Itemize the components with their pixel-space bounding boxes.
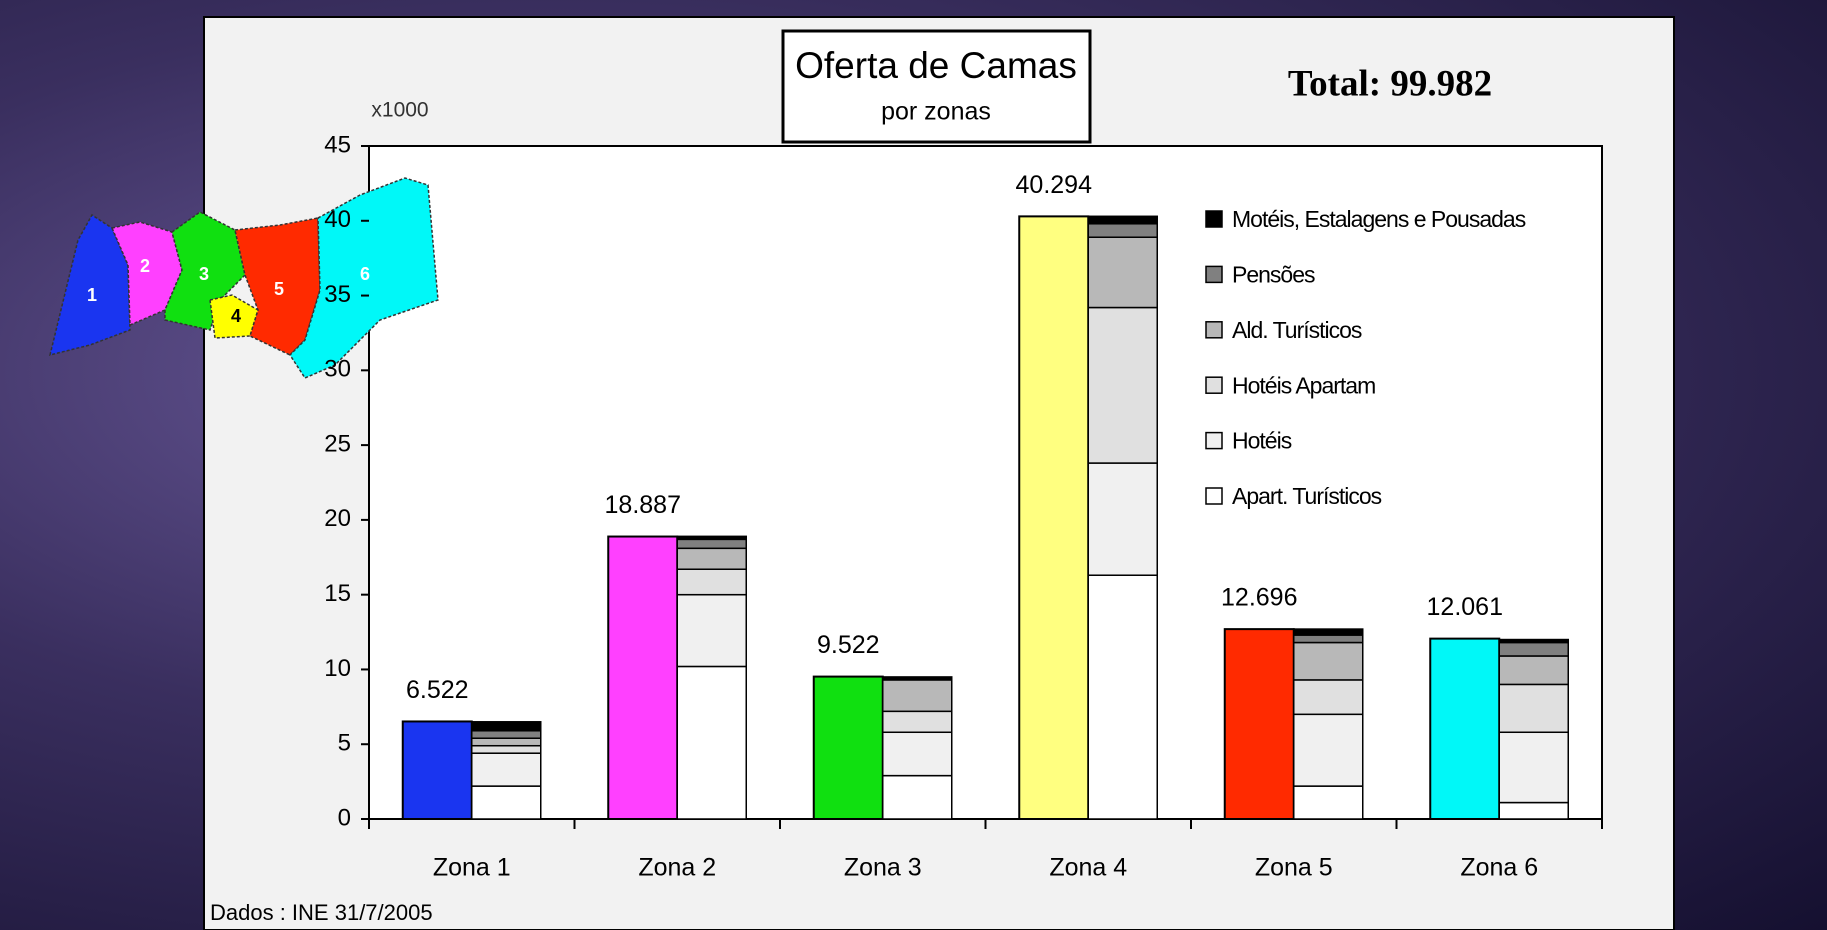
- stack-segment: [1498, 731, 1569, 804]
- map-zone: [289, 177, 439, 379]
- stack-segment: [1498, 801, 1569, 820]
- total-bar: [401, 720, 473, 820]
- stack-segment: [676, 665, 747, 820]
- y-tick-label: 10: [324, 655, 351, 682]
- stack-segment: [1498, 641, 1569, 657]
- total-label: Total: 99.982: [1288, 63, 1492, 104]
- stack-segment: [1087, 215, 1158, 225]
- chart-subtitle: por zonas: [881, 98, 991, 126]
- stack-segment: [882, 731, 953, 777]
- stack-segment: [1293, 641, 1364, 681]
- stack-segment: [676, 593, 747, 668]
- map-label: 5: [274, 279, 284, 299]
- stack-segment: [1293, 634, 1364, 644]
- stack-segment: [471, 785, 542, 820]
- x-tick-label: Zona 5: [1255, 854, 1333, 882]
- value-label: 18.887: [605, 491, 681, 519]
- legend-swatch: [1205, 431, 1223, 450]
- plot-area: [368, 145, 1603, 820]
- legend-label: Hotéis Apartam: [1232, 372, 1375, 398]
- total-bar: [1223, 628, 1295, 820]
- stack-segment: [471, 744, 542, 754]
- stack-segment: [676, 538, 747, 550]
- legend-swatch: [1205, 265, 1223, 284]
- y-tick-label: 20: [324, 505, 351, 532]
- stack-segment: [676, 535, 747, 541]
- map-label: 1: [87, 285, 97, 305]
- legend-swatch: [1205, 487, 1223, 505]
- y-tick-label: 40: [324, 206, 351, 233]
- value-label: 6.522: [406, 676, 469, 704]
- x-tick-label: Zona 4: [1049, 854, 1127, 882]
- map-label: 3: [199, 264, 209, 284]
- source-label: Dados : INE 31/7/2005: [210, 900, 433, 925]
- y-tick-label: 30: [324, 356, 351, 383]
- y-tick-label: 5: [338, 730, 351, 757]
- total-bar: [607, 535, 679, 820]
- legend-label: Pensões: [1232, 261, 1315, 287]
- y-tick-label: 35: [324, 281, 351, 308]
- legend-label: Hotéis: [1232, 428, 1292, 454]
- stack-segment: [471, 721, 542, 732]
- title-box: [781, 29, 1092, 144]
- stack-segment: [882, 676, 953, 680]
- map-label: 2: [140, 256, 150, 276]
- stack-segment: [1087, 306, 1158, 464]
- total-bar: [1429, 637, 1501, 820]
- stack-segment: [1087, 236, 1158, 309]
- stack-segment: [882, 710, 953, 734]
- map-label: 6: [360, 264, 370, 284]
- legend-swatch: [1205, 210, 1223, 228]
- legend-swatch: [1205, 321, 1223, 339]
- stack-segment: [471, 752, 542, 787]
- stack-segment: [1498, 638, 1569, 644]
- stack-segment: [471, 730, 542, 739]
- stack-segment: [1293, 628, 1364, 636]
- y-tick-label: 45: [324, 131, 351, 158]
- y-tick-label: 25: [324, 430, 351, 457]
- stack-segment: [1293, 785, 1364, 820]
- y-tick-label: 15: [324, 580, 351, 607]
- stack-segment: [882, 679, 953, 713]
- chart-title: Oferta de Camas: [795, 45, 1077, 86]
- stack-segment: [1293, 713, 1364, 787]
- stack-segment: [882, 774, 953, 820]
- y-tick-label: 0: [338, 804, 351, 831]
- value-label: 9.522: [817, 631, 880, 659]
- map-label: 4: [231, 306, 241, 326]
- map: [48, 177, 439, 379]
- legend-label: Motéis, Estalagens e Pousadas: [1232, 206, 1526, 232]
- stack-segment: [1498, 683, 1569, 734]
- value-label: 12.061: [1427, 593, 1503, 621]
- stack-segment: [676, 568, 747, 596]
- legend-swatch: [1205, 376, 1223, 394]
- total-bar: [812, 675, 884, 820]
- stack-segment: [676, 547, 747, 570]
- map-zone: [234, 217, 321, 356]
- value-label: 40.294: [1016, 171, 1093, 199]
- value-label: 12.696: [1221, 584, 1297, 612]
- stack-segment: [1293, 679, 1364, 716]
- stack-segment: [1087, 574, 1158, 820]
- x-tick-label: Zona 3: [844, 854, 922, 882]
- stack-segment: [1087, 223, 1158, 238]
- total-bar: [1018, 215, 1090, 820]
- stack-segment: [471, 737, 542, 747]
- x-tick-label: Zona 1: [433, 854, 511, 882]
- x-tick-label: Zona 2: [638, 854, 716, 882]
- stack-segment: [1498, 655, 1569, 686]
- x-tick-label: Zona 6: [1460, 854, 1538, 882]
- map-zone: [110, 221, 183, 327]
- unit-label: x1000: [371, 99, 428, 122]
- legend-label: Ald. Turísticos: [1232, 317, 1362, 343]
- legend-label: Apart. Turísticos: [1232, 483, 1382, 509]
- stack-segment: [1087, 462, 1158, 576]
